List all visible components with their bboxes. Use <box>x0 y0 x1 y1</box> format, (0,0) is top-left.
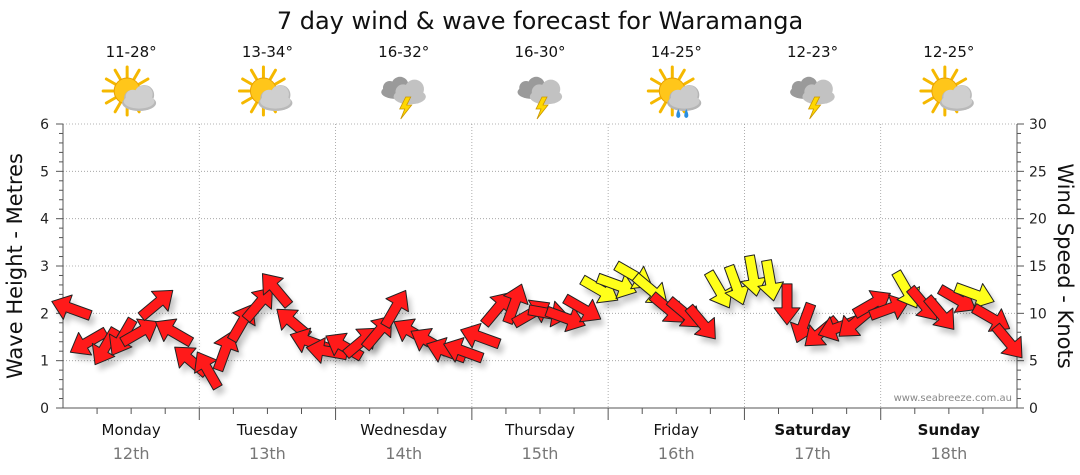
day-name: Thursday <box>504 421 575 439</box>
wind-arrow <box>953 282 995 309</box>
day-temperature: 16-32° <box>378 43 429 61</box>
wind-arrows <box>51 254 1023 391</box>
partly-cloudy-icon <box>919 65 974 117</box>
day-temperature: 16-30° <box>514 43 565 61</box>
day-temperature: 11-28° <box>106 43 157 61</box>
wind-arrow <box>868 294 910 321</box>
right-tick-label: 5 <box>1029 354 1038 370</box>
credit-text: www.seabreeze.com.au <box>894 393 1012 404</box>
wind-arrow <box>460 322 502 350</box>
day-temperature: 12-25° <box>923 43 974 61</box>
wind-arrow <box>991 322 1023 359</box>
left-axis-label: Wave Height - Metres <box>3 153 27 379</box>
partly-cloudy-icon <box>237 65 293 117</box>
left-tick-label: 6 <box>40 117 49 133</box>
left-tick-label: 0 <box>40 401 49 417</box>
wind-arrow <box>69 326 109 356</box>
wind-arrow <box>773 283 801 326</box>
showers-icon <box>646 65 702 118</box>
right-axis-label: Wind Speed - Knots <box>1053 163 1077 368</box>
wind-arrow <box>155 318 195 348</box>
left-tick-label: 1 <box>40 354 49 370</box>
storm-icon <box>517 76 563 120</box>
weather-row: 11-28° 13-34° 16-32° 16-30° 14-25° 12-23° 12-2… <box>101 43 974 120</box>
day-date: 12th <box>113 444 150 463</box>
left-tick-label: 3 <box>40 259 49 275</box>
wind-arrow <box>380 289 409 329</box>
day-date: 15th <box>522 444 559 463</box>
wind-arrow <box>137 289 174 322</box>
right-tick-label: 0 <box>1029 401 1038 417</box>
left-tick-label: 5 <box>40 164 49 180</box>
day-date: 18th <box>930 444 967 463</box>
wind-arrow <box>723 263 750 306</box>
wind-arrow <box>261 273 294 309</box>
day-temperature: 14-25° <box>651 43 702 61</box>
day-name: Tuesday <box>236 421 298 439</box>
wind-arrow <box>241 287 273 323</box>
day-name: Sunday <box>918 421 981 439</box>
right-tick-label: 30 <box>1029 117 1047 133</box>
day-date: 13th <box>249 444 286 463</box>
wind-arrow <box>544 306 586 333</box>
wind-arrow <box>757 259 784 302</box>
wind-arrow <box>443 337 485 364</box>
storm-icon <box>790 76 835 120</box>
wind-arrow <box>194 351 223 391</box>
day-date: 16th <box>658 444 695 463</box>
left-axis-ticks: 0 1 2 3 4 5 6 <box>40 117 63 417</box>
day-name: Saturday <box>774 421 851 439</box>
right-tick-label: 10 <box>1029 306 1047 322</box>
partly-cloudy-icon <box>101 65 157 117</box>
chart-title: 7 day wind & wave forecast for Waramanga <box>277 7 803 35</box>
wind-arrow <box>562 293 602 323</box>
right-tick-label: 25 <box>1029 164 1047 180</box>
day-temperature: 12-23° <box>787 43 838 61</box>
wind-arrow <box>684 303 716 340</box>
storm-icon <box>381 76 426 120</box>
day-date: 17th <box>794 444 831 463</box>
wind-arrow <box>851 290 891 319</box>
right-tick-label: 20 <box>1029 212 1047 228</box>
wind-arrow <box>51 294 93 321</box>
day-date: 14th <box>385 444 422 463</box>
day-name: Wednesday <box>360 421 447 439</box>
left-tick-label: 2 <box>40 306 49 322</box>
day-temperature: 13-34° <box>242 43 293 61</box>
wind-arrow <box>923 294 955 330</box>
day-name: Friday <box>654 421 700 439</box>
right-axis-ticks: 0 5 10 15 20 25 30 <box>1017 117 1047 417</box>
left-tick-label: 4 <box>40 212 49 228</box>
wind-arrow <box>704 269 733 309</box>
right-tick-label: 15 <box>1029 259 1047 275</box>
day-name: Monday <box>102 421 161 439</box>
wind-arrow <box>119 318 159 348</box>
wind-arrow <box>595 272 637 300</box>
day-labels: Monday 12th Tuesday 13th Wednesday 14th Thursd… <box>102 421 981 463</box>
